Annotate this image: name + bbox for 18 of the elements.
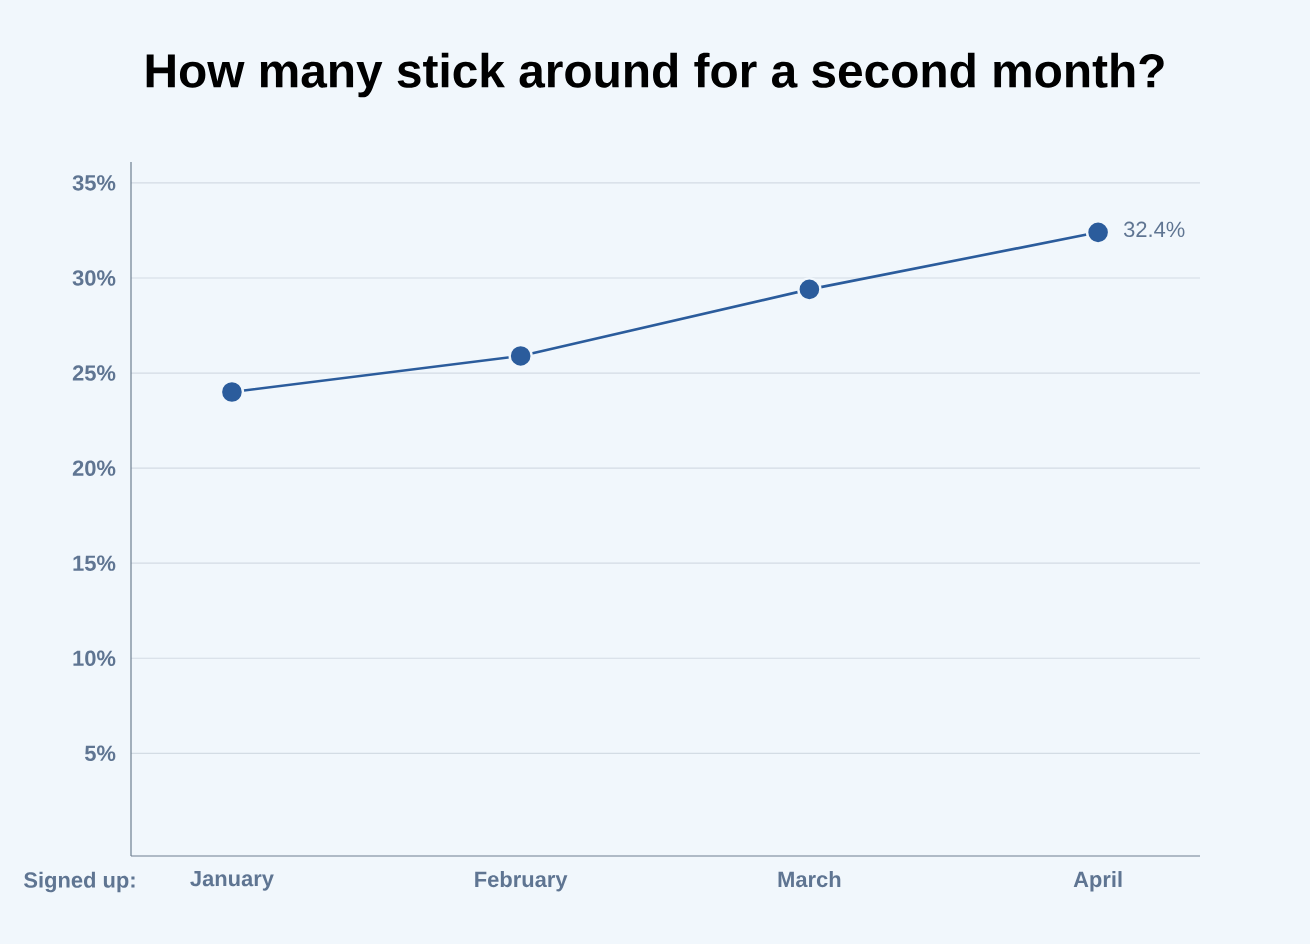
x-tick-label: February bbox=[475, 871, 568, 892]
y-tick-label: 25% bbox=[72, 365, 116, 381]
point bbox=[797, 277, 822, 302]
y-tick-label: 35% bbox=[72, 175, 116, 191]
point bbox=[1085, 220, 1111, 245]
y-tick-label: 30% bbox=[72, 270, 116, 286]
x-tick-label: March bbox=[778, 871, 841, 888]
x-tick-label: January bbox=[190, 871, 274, 891]
data-label: 32.4% bbox=[1123, 221, 1185, 238]
x-axis-title: Signed up: bbox=[24, 871, 135, 893]
y-tick-label: 5% bbox=[84, 745, 116, 762]
y-tick-label: 15% bbox=[73, 555, 116, 571]
x-tick-label: April bbox=[1073, 871, 1122, 892]
point bbox=[219, 379, 245, 405]
point bbox=[508, 343, 533, 369]
y-tick-label: 10% bbox=[73, 650, 116, 667]
chart-title: How many stick around for a second month? bbox=[146, 52, 1164, 98]
y-tick-label: 20% bbox=[72, 460, 116, 476]
